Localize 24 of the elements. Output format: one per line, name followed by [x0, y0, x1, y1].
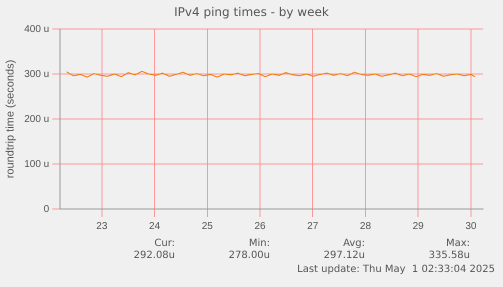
text: Avg:: [342, 238, 365, 250]
y-tick-label: 400 u: [24, 24, 50, 35]
x-tick-label: 28: [360, 220, 372, 232]
y-tick-label: 300 u: [24, 68, 50, 80]
x-tick-label: 29: [412, 220, 424, 232]
y-tick-label: 200 u: [24, 114, 50, 125]
x-tick-label: 26: [254, 220, 266, 232]
text: Last update: Thu May 1 02:33:04 2025: [297, 264, 495, 275]
y-tick-label: 100 u: [24, 158, 50, 170]
chart-title: IPv4 ping times - by week: [173, 5, 330, 19]
text: 335.58u: [428, 250, 470, 262]
text: 292.08u: [132, 250, 175, 262]
text: Max:: [444, 238, 470, 250]
text: 278.00u: [228, 250, 270, 262]
text: Min:: [248, 238, 270, 250]
x-tick-label: 25: [202, 220, 214, 232]
x-tick-label: 30: [465, 220, 477, 232]
x-tick-label: 23: [96, 220, 108, 232]
x-tick-label: 24: [149, 220, 161, 232]
y-tick-label: 0: [44, 204, 50, 215]
text: Cur:: [153, 238, 175, 250]
text: 297.12u: [322, 250, 365, 262]
x-tick-label: 27: [307, 220, 319, 232]
y-axis-title: roundtrip time (seconds): [4, 60, 17, 178]
